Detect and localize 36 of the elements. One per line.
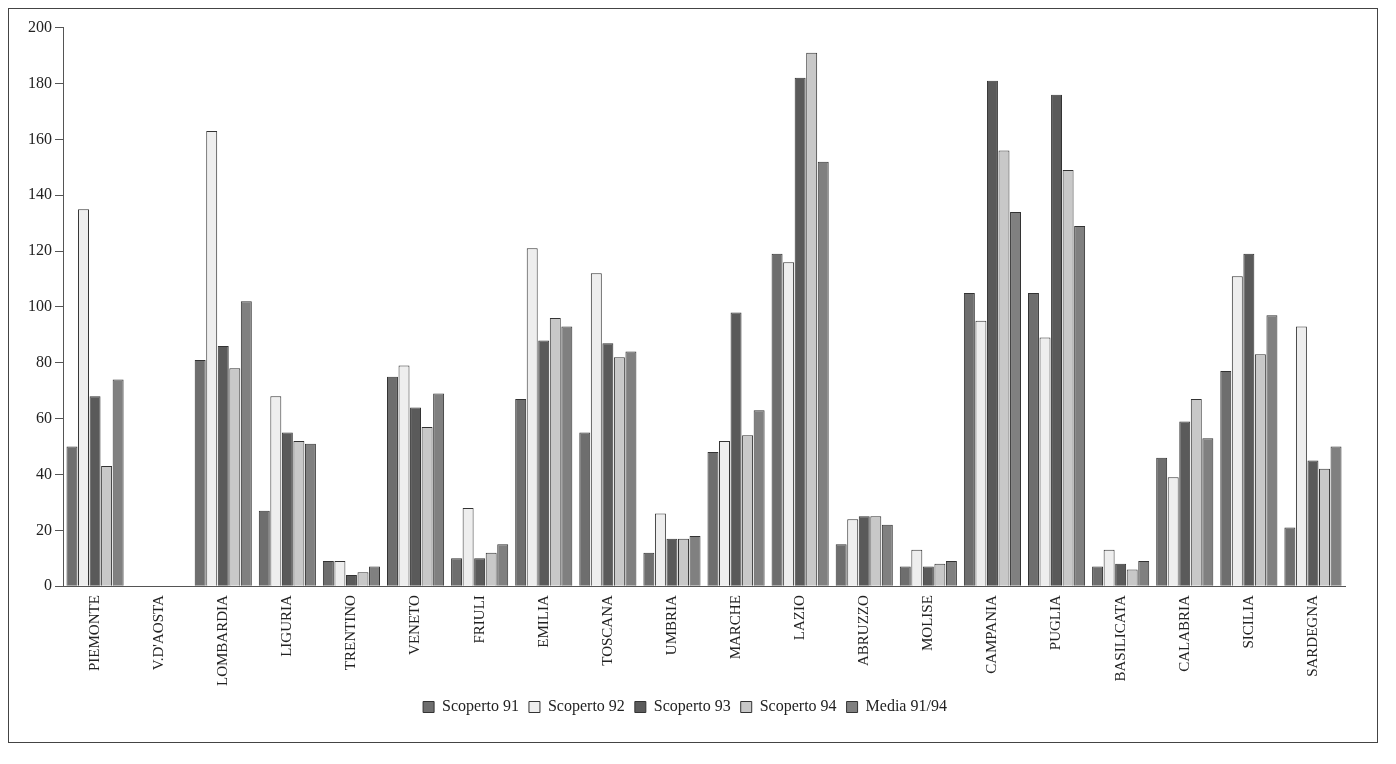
y-tick-label: 120 [28,241,52,259]
x-tick-label: VENETO [406,595,423,655]
x-tick-label: TOSCANA [598,595,615,666]
y-tick-label: 0 [44,576,52,594]
x-tick-label: CALABRIA [1175,595,1192,672]
legend-label: Scoperto 92 [547,697,625,716]
y-tick-label: 80 [36,352,52,370]
y-tick-label: 160 [28,129,52,147]
y-tick-label: 100 [28,297,52,315]
y-tick-label: 60 [36,408,52,426]
x-tick-label: SARDEGNA [1303,595,1320,677]
y-tick-label: 180 [28,73,52,91]
y-tick-label: 40 [36,464,52,482]
legend-label: Media 91/94 [865,697,947,715]
x-tick-label: CAMPANIA [983,595,1000,674]
x-tick-label: UMBRIA [662,595,679,656]
x-tick-label: MOLISE [919,595,936,652]
y-tick-label: 140 [28,185,52,203]
x-tick-label: EMILIA [534,595,551,648]
x-tick-label: SICILIA [1239,595,1256,649]
x-tick-label: LAZIO [791,595,808,641]
x-tick-label: MARCHE [726,595,743,660]
y-tick-label: 20 [36,520,52,538]
x-tick-label: ABRUZZO [855,595,872,667]
legend-label: Scoperto 93 [653,697,731,716]
legend-label: Scoperto 91 [442,697,519,716]
y-tick-label: 200 [28,17,52,35]
x-tick-label: FRIULI [470,595,487,644]
x-tick-label: BASILICATA [1111,595,1128,682]
legend-label: Scoperto 94 [759,697,837,716]
x-tick-label: TRENTINO [342,595,359,671]
x-tick-label: LOMBARDIA [214,595,231,687]
x-tick-label: PIEMONTE [85,595,102,671]
x-tick-label: PUGLIA [1047,595,1064,651]
x-tick-label: V.D'AOSTA [150,595,167,671]
x-tick-label: LIGURIA [278,595,295,657]
